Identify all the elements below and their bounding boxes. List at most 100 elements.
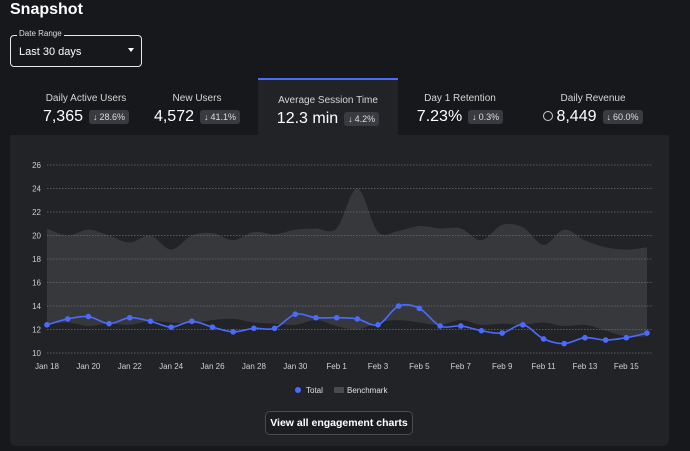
- change-value: 60.0%: [613, 112, 639, 122]
- x-tick-label: Feb 3: [368, 362, 389, 371]
- tab-day-1-retention[interactable]: Day 1 Retention 7.23% ↓ 0.3%: [390, 78, 530, 135]
- change-value: 0.3%: [478, 112, 500, 122]
- total-data-point: [644, 330, 650, 336]
- total-data-point: [520, 322, 526, 328]
- session-time-chart: 10 12 14 16 18 20 22 24 26 Jan 18 Jan 20 Jan 22 Jan …: [32, 161, 653, 395]
- arrow-down-icon: ↓: [204, 112, 209, 122]
- tab-new-users[interactable]: New Users 4,572 ↓ 41.1%: [127, 78, 267, 135]
- change-badge: ↓ 0.3%: [468, 110, 504, 124]
- total-data-point: [478, 327, 485, 334]
- total-data-point: [209, 324, 216, 330]
- y-tick-label: 20: [32, 232, 41, 241]
- total-data-point: [540, 336, 547, 342]
- metric-tabs: Daily Active Users 7,365 ↓ 28.6% New User…: [0, 78, 690, 135]
- y-tick-label: 16: [32, 279, 41, 288]
- total-data-point: [416, 305, 423, 312]
- total-data-point: [561, 340, 568, 347]
- total-data-point: [313, 314, 319, 321]
- metric-value: 12.3 min: [276, 110, 339, 127]
- total-data-point: [189, 318, 195, 325]
- x-tick-label: Feb 5: [409, 362, 430, 371]
- change-value: 4.2%: [354, 114, 376, 124]
- y-tick-label: 22: [32, 208, 41, 217]
- x-tick-label: Jan 26: [201, 362, 226, 371]
- legend-benchmark-marker: [334, 387, 344, 393]
- date-range-value: Last 30 days: [19, 46, 82, 58]
- change-badge: ↓ 28.6%: [89, 110, 130, 124]
- total-data-point: [499, 330, 505, 336]
- total-data-point: [292, 311, 299, 318]
- x-tick-label: Jan 28: [242, 362, 267, 371]
- x-tick-label: Jan 22: [118, 362, 143, 371]
- caret-down-icon: [128, 48, 134, 52]
- tab-label: Daily Revenue: [560, 93, 626, 104]
- total-data-point: [457, 323, 464, 329]
- legend-total-label: Total: [306, 386, 323, 395]
- x-tick-label: Jan 30: [283, 362, 308, 371]
- change-badge: ↓ 4.2%: [344, 112, 380, 126]
- arrow-down-icon: ↓: [606, 112, 612, 122]
- date-range-select[interactable]: Date Range Last 30 days: [10, 29, 142, 67]
- tab-label: Average Session Time: [278, 95, 378, 106]
- x-tick-label: Jan 24: [159, 362, 184, 371]
- total-data-point: [437, 323, 443, 329]
- tab-label: Day 1 Retention: [424, 93, 496, 104]
- tab-average-session-time[interactable]: Average Session Time 12.3 min ↓ 4.2%: [258, 78, 398, 135]
- y-tick-label: 24: [32, 185, 41, 194]
- total-data-point: [168, 324, 174, 330]
- x-tick-label: Jan 18: [35, 362, 60, 371]
- change-value: 41.1%: [210, 112, 237, 122]
- tab-daily-revenue[interactable]: Daily Revenue 8,449 ↓ 60.0%: [523, 78, 663, 135]
- y-tick-label: 14: [32, 302, 41, 311]
- x-tick-label: Jan 20: [76, 362, 101, 371]
- metric-value-text: 8,449: [556, 108, 597, 125]
- tab-label: Daily Active Users: [45, 93, 127, 104]
- x-tick-label: Feb 11: [531, 362, 556, 371]
- metric-value: 4,572: [153, 108, 194, 125]
- total-data-point: [230, 329, 237, 335]
- y-tick-label: 18: [32, 255, 41, 264]
- tab-label: New Users: [172, 93, 222, 104]
- view-all-engagement-charts-button[interactable]: View all engagement charts: [265, 411, 413, 435]
- total-data-point: [623, 334, 630, 341]
- metric-value: 7,365: [42, 108, 83, 125]
- total-data-point: [582, 334, 588, 341]
- legend-benchmark-label: Benchmark: [347, 386, 388, 395]
- total-data-point: [106, 320, 112, 327]
- x-tick-label: Feb 15: [614, 362, 639, 371]
- total-data-point: [126, 314, 133, 321]
- total-data-point: [354, 316, 361, 322]
- tab-daily-active-users[interactable]: Daily Active Users 7,365 ↓ 28.6%: [16, 78, 156, 135]
- total-data-point: [602, 337, 609, 343]
- y-tick-label: 26: [32, 161, 41, 170]
- benchmark-area: [47, 188, 647, 337]
- y-tick-label: 10: [32, 349, 41, 358]
- total-data-point: [395, 303, 402, 309]
- metric-value: 8,449: [543, 108, 597, 126]
- total-data-point: [44, 322, 50, 328]
- x-tick-label: Feb 13: [572, 362, 597, 371]
- x-tick-label: Feb 7: [451, 362, 472, 371]
- total-data-point: [147, 318, 154, 325]
- legend-total-marker: [295, 387, 301, 393]
- coin-icon: [543, 111, 554, 121]
- change-badge: ↓ 41.1%: [200, 110, 241, 124]
- date-range-label: Date Range: [17, 29, 64, 38]
- metric-value: 7.23%: [416, 108, 463, 125]
- page-title: Snapshot: [10, 1, 83, 18]
- total-data-point: [251, 325, 257, 332]
- x-tick-label: Feb 9: [492, 362, 513, 371]
- total-data-point: [64, 316, 71, 322]
- arrow-down-icon: ↓: [472, 112, 477, 122]
- total-data-point: [333, 314, 340, 321]
- y-tick-label: 12: [32, 326, 41, 335]
- total-data-point: [271, 325, 278, 332]
- total-data-point: [375, 322, 381, 328]
- chart-panel: 10 12 14 16 18 20 22 24 26 Jan 18 Jan 20 Jan 22 Jan …: [10, 135, 669, 446]
- x-tick-label: Feb 1: [326, 362, 347, 371]
- arrow-down-icon: ↓: [348, 114, 353, 124]
- change-value: 28.6%: [99, 112, 126, 122]
- change-badge: ↓ 60.0%: [602, 110, 643, 124]
- arrow-down-icon: ↓: [93, 112, 98, 122]
- total-data-point: [85, 313, 92, 320]
